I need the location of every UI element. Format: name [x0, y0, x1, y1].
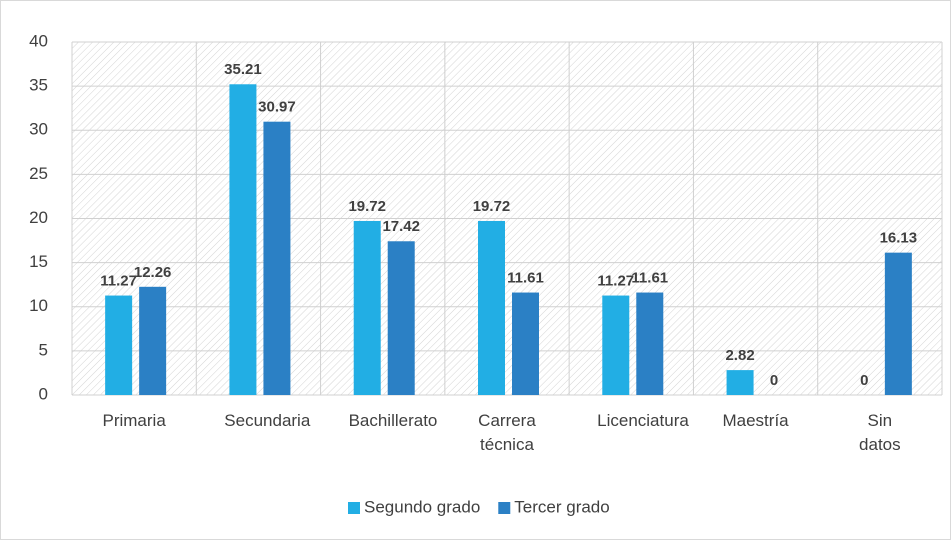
y-tick-label: 5	[39, 340, 48, 359]
x-tick-label-box: Sin datos	[859, 411, 901, 454]
value-label: 19.72	[473, 198, 511, 215]
legend-swatch	[498, 502, 511, 514]
y-tick-label: 40	[29, 31, 48, 50]
value-label: 2.82	[725, 347, 754, 364]
legend-swatch	[348, 502, 360, 514]
value-label: 35.21	[224, 61, 262, 78]
bar	[636, 292, 664, 395]
bar	[726, 370, 754, 395]
y-tick-label: 25	[29, 164, 48, 183]
y-tick-label: 35	[29, 76, 48, 95]
legend-label: Tercer grado	[514, 497, 609, 516]
value-label: 30.97	[258, 99, 296, 116]
y-tick-label: 30	[29, 120, 48, 139]
x-tick-label-box: Bachillerato	[348, 411, 438, 430]
x-tick-label: Licenciatura	[597, 411, 689, 430]
value-label: 11.61	[631, 270, 668, 287]
bar	[105, 295, 133, 395]
bar	[139, 286, 167, 395]
value-label: 17.42	[382, 218, 420, 235]
legend-label: Segundo grado	[364, 497, 480, 516]
x-tick-label-box: Primaria	[102, 411, 166, 430]
value-label: 19.72	[348, 198, 386, 215]
value-label: 16.13	[880, 230, 918, 247]
value-label: 11.61	[507, 270, 544, 287]
bar	[229, 84, 257, 395]
x-tick-label: Secundaria	[224, 411, 311, 430]
y-tick-label: 10	[29, 296, 48, 315]
x-tick-label-box: Licenciatura	[597, 411, 689, 430]
y-tick-label: 15	[29, 252, 48, 271]
bar	[884, 252, 912, 395]
bar	[478, 220, 505, 395]
x-tick-label-box: Maestría	[722, 411, 789, 430]
bar	[387, 241, 415, 395]
bar	[263, 121, 291, 395]
y-tick-label: 0	[39, 384, 48, 403]
x-tick-label: Maestría	[722, 411, 789, 430]
x-tick-label: Carrera técnica	[478, 411, 536, 454]
x-tick-label: Primaria	[102, 411, 166, 430]
bar	[602, 295, 630, 395]
value-label: 12.26	[134, 264, 172, 281]
value-label: 11.27	[100, 273, 137, 290]
bar	[512, 292, 539, 395]
value-label: 0	[770, 372, 778, 389]
value-label: 0	[860, 372, 868, 389]
bar	[353, 220, 381, 395]
x-tick-label-box: Secundaria	[224, 411, 311, 430]
x-tick-label: Sin datos	[859, 411, 901, 454]
x-tick-label-box: Carrera técnica	[478, 411, 536, 454]
value-label: 11.27	[597, 273, 634, 290]
x-tick-label: Bachillerato	[348, 411, 438, 430]
y-tick-label: 20	[29, 208, 48, 227]
